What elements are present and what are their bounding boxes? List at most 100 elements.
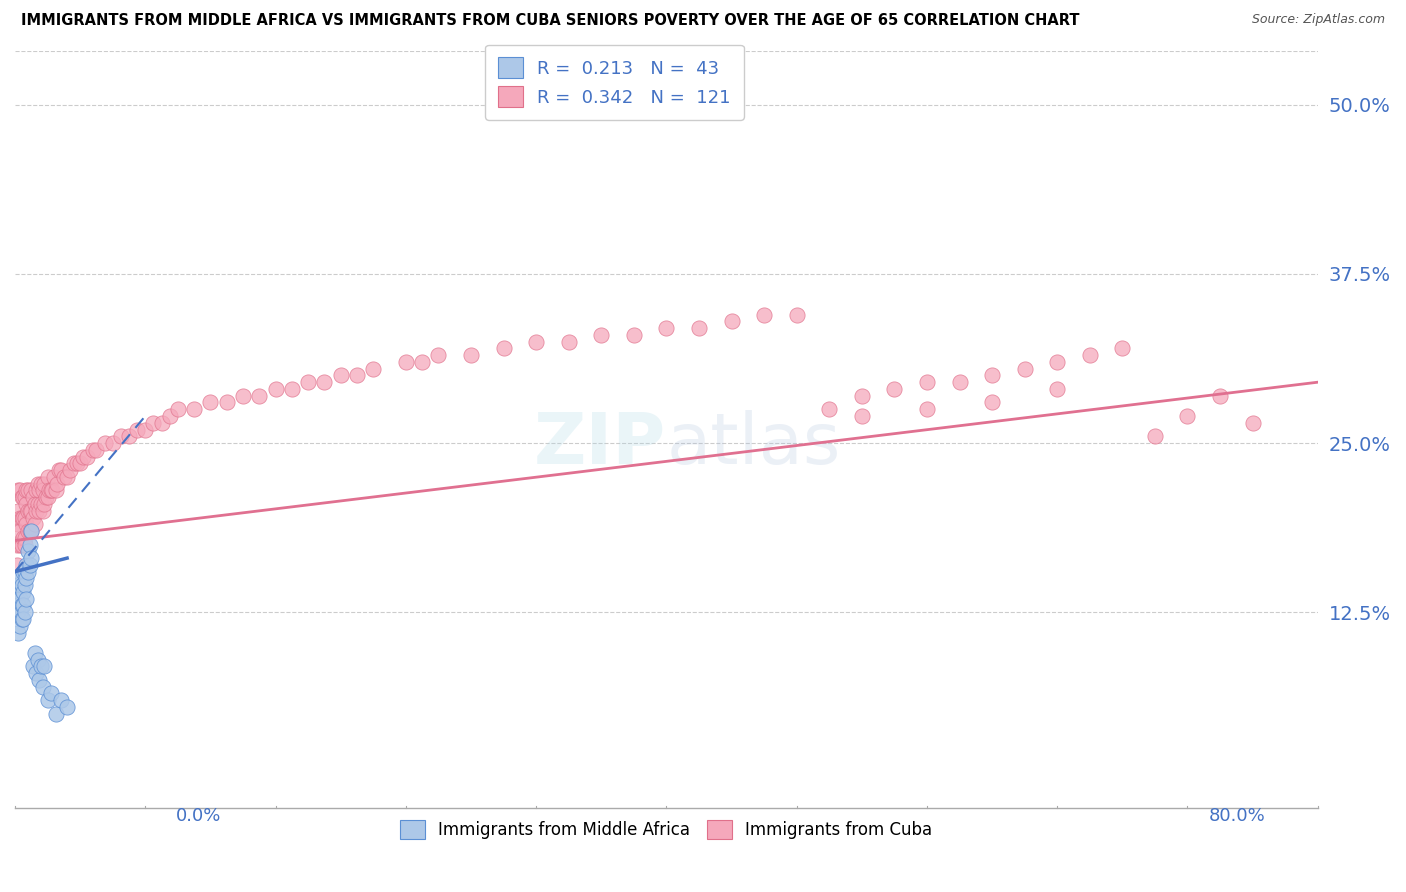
Point — [101, 436, 124, 450]
Point — [1046, 382, 1069, 396]
Point — [110, 429, 132, 443]
Point — [21, 510, 44, 524]
Point — [48, 463, 70, 477]
Point — [247, 389, 270, 403]
Point — [21, 659, 44, 673]
Point — [851, 389, 873, 403]
Point — [20, 524, 42, 538]
Point — [427, 348, 450, 362]
Point — [1046, 355, 1069, 369]
Point — [76, 450, 98, 464]
Point — [1078, 348, 1101, 362]
Point — [142, 416, 165, 430]
Point — [39, 483, 62, 498]
Point — [981, 395, 1004, 409]
Point — [11, 531, 34, 545]
Point — [37, 470, 59, 484]
Point — [8, 619, 31, 633]
Point — [25, 483, 48, 498]
Point — [6, 558, 28, 572]
Point — [524, 334, 547, 349]
Point — [134, 423, 156, 437]
Point — [818, 402, 841, 417]
Point — [42, 470, 65, 484]
Point — [24, 517, 46, 532]
Point — [30, 476, 52, 491]
Point — [655, 321, 678, 335]
Point — [8, 591, 31, 606]
Point — [11, 490, 34, 504]
Point — [31, 483, 53, 498]
Point — [45, 706, 67, 721]
Point — [34, 476, 56, 491]
Point — [39, 686, 62, 700]
Point — [118, 429, 141, 443]
Point — [46, 476, 69, 491]
Point — [18, 538, 41, 552]
Point — [56, 470, 79, 484]
Point — [14, 605, 37, 619]
Point — [14, 538, 37, 552]
Point — [361, 361, 384, 376]
Point — [7, 578, 30, 592]
Point — [93, 436, 115, 450]
Point — [17, 524, 39, 538]
Text: IMMIGRANTS FROM MIDDLE AFRICA VS IMMIGRANTS FROM CUBA SENIORS POVERTY OVER THE A: IMMIGRANTS FROM MIDDLE AFRICA VS IMMIGRA… — [21, 13, 1080, 29]
Point — [166, 402, 188, 417]
Point — [37, 693, 59, 707]
Point — [11, 612, 34, 626]
Point — [215, 395, 238, 409]
Point — [20, 483, 42, 498]
Point — [8, 510, 31, 524]
Point — [25, 504, 48, 518]
Point — [17, 544, 39, 558]
Point — [30, 659, 52, 673]
Point — [27, 476, 49, 491]
Point — [7, 605, 30, 619]
Point — [1143, 429, 1166, 443]
Point — [24, 646, 46, 660]
Point — [17, 565, 39, 579]
Point — [28, 504, 51, 518]
Point — [10, 578, 32, 592]
Point — [10, 612, 32, 626]
Point — [49, 693, 72, 707]
Point — [915, 375, 938, 389]
Point — [14, 490, 37, 504]
Point — [18, 504, 41, 518]
Point — [27, 497, 49, 511]
Point — [346, 368, 368, 383]
Point — [8, 524, 31, 538]
Point — [883, 382, 905, 396]
Point — [15, 558, 38, 572]
Point — [1014, 361, 1036, 376]
Point — [20, 504, 42, 518]
Point — [35, 490, 58, 504]
Point — [14, 510, 37, 524]
Point — [30, 497, 52, 511]
Text: 0.0%: 0.0% — [176, 807, 221, 825]
Point — [1209, 389, 1232, 403]
Point — [591, 327, 613, 342]
Point — [492, 342, 515, 356]
Point — [8, 538, 31, 552]
Point — [34, 659, 56, 673]
Point — [20, 551, 42, 566]
Point — [915, 402, 938, 417]
Point — [11, 599, 34, 613]
Point — [1111, 342, 1133, 356]
Point — [411, 355, 433, 369]
Legend: Immigrants from Middle Africa, Immigrants from Cuba: Immigrants from Middle Africa, Immigrant… — [394, 813, 939, 846]
Point — [72, 450, 94, 464]
Point — [232, 389, 254, 403]
Point — [297, 375, 319, 389]
Point — [11, 510, 34, 524]
Point — [314, 375, 336, 389]
Point — [62, 456, 84, 470]
Point — [720, 314, 742, 328]
Point — [14, 565, 37, 579]
Text: Source: ZipAtlas.com: Source: ZipAtlas.com — [1251, 13, 1385, 27]
Point — [52, 470, 75, 484]
Point — [7, 504, 30, 518]
Point — [6, 591, 28, 606]
